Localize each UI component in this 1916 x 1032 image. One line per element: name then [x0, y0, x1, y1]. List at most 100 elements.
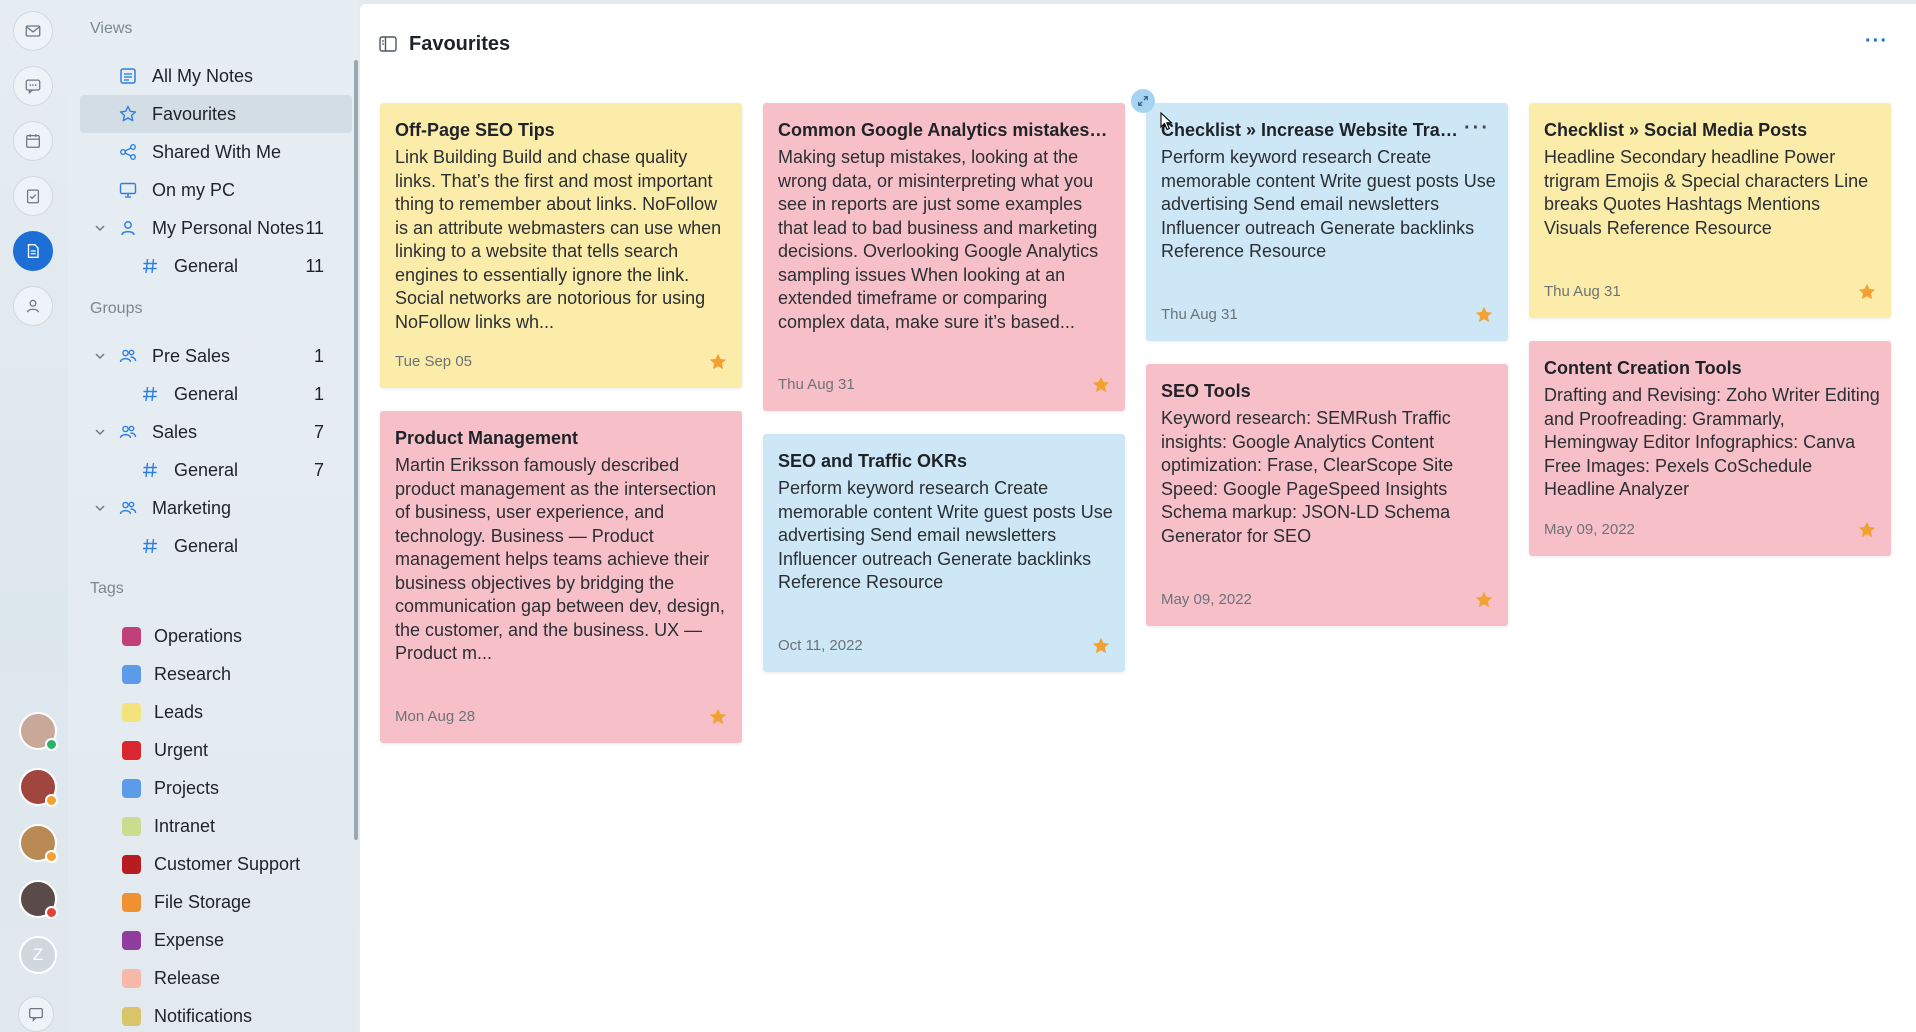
group-icon [118, 346, 138, 366]
sidebar-item-favourites[interactable]: Favourites [80, 95, 352, 133]
sidebar-item-tag-release[interactable]: Release [80, 959, 352, 997]
favourite-star-icon[interactable] [1474, 305, 1494, 325]
avatar[interactable] [19, 768, 58, 807]
item-count: 1 [313, 383, 324, 404]
views-section-label: Views [90, 20, 133, 37]
sidebar-item-tag-urgent[interactable]: Urgent [80, 731, 352, 769]
note-title: Product Management [395, 428, 579, 448]
chevron-down-icon[interactable] [94, 350, 106, 362]
note-card[interactable]: Content Creation Tools Drafting and Revis… [1529, 341, 1891, 556]
sidebar-item-on-my-pc[interactable]: On my PC [80, 171, 352, 209]
chat-icon[interactable] [13, 66, 53, 106]
item-count: 7 [313, 421, 324, 442]
sidebar-item-personal-general[interactable]: General 11 [80, 247, 352, 285]
mouse-cursor-icon [1160, 112, 1173, 131]
sidebar-item-pre-sales-general[interactable]: General 1 [80, 375, 352, 413]
sidebar-item-tag-operations[interactable]: Operations [80, 617, 352, 655]
sidebar-item-tag-customer-support[interactable]: Customer Support [80, 845, 352, 883]
note-more-button[interactable]: ··· [1464, 117, 1490, 139]
note-title: Checklist » Social Media Posts [1544, 120, 1808, 140]
note-preview: Drafting and Revising: Zoho Writer Editi… [1544, 385, 1880, 499]
more-options-button[interactable]: ··· [1865, 30, 1888, 52]
note-card[interactable]: Checklist » Increase Website Traffic Perf… [1146, 103, 1508, 341]
favourite-star-icon[interactable] [1857, 282, 1877, 302]
navigation-panel: Views All My Notes Favourites Shared Wit… [68, 0, 358, 1032]
sidebar-item-all-my-notes[interactable]: All My Notes [80, 57, 352, 95]
sidebar-item-tag-file-storage[interactable]: File Storage [80, 883, 352, 921]
sidebar-item-shared-with-me[interactable]: Shared With Me [80, 133, 352, 171]
sidebar-item-label: Sales [152, 421, 198, 442]
note-preview: Keyword research: SEMRush Traffic insigh… [1161, 408, 1454, 546]
favourite-star-icon[interactable] [1091, 636, 1111, 656]
favourite-star-icon[interactable] [1091, 375, 1111, 395]
avatar-letter: Z [32, 945, 44, 964]
sidebar-scrollbar[interactable] [354, 60, 358, 840]
mail-icon[interactable] [13, 11, 53, 51]
groups-section-label: Groups [90, 300, 143, 317]
app-rail: Z [0, 0, 68, 1032]
feedback-icon[interactable] [18, 996, 54, 1032]
group-icon [118, 498, 138, 518]
note-card[interactable]: Checklist » Social Media Posts Headline S… [1529, 103, 1891, 318]
hashtag-icon [140, 256, 160, 276]
note-title: Off-Page SEO Tips [395, 120, 555, 140]
avatar[interactable]: Z [19, 936, 57, 974]
note-card[interactable]: SEO and Traffic OKRs Perform keyword rese… [763, 434, 1125, 672]
sidebar-item-tag-expense[interactable]: Expense [80, 921, 352, 959]
item-count: 7 [313, 459, 324, 480]
sidebar-item-pre-sales[interactable]: Pre Sales 1 [80, 337, 352, 375]
favourite-star-icon[interactable] [708, 352, 728, 372]
avatar[interactable] [19, 824, 58, 863]
sidebar-item-sales[interactable]: Sales 7 [80, 413, 352, 451]
hashtag-icon [140, 384, 160, 404]
tag-color-icon [122, 968, 141, 988]
sidebar-item-label: Operations [154, 625, 243, 646]
tasks-icon[interactable] [13, 176, 53, 216]
note-card[interactable]: Off-Page SEO Tips Link Building Build and… [380, 103, 742, 388]
note-preview: Headline Secondary headline Power trigra… [1544, 147, 1869, 238]
note-date: Oct 11, 2022 [778, 637, 863, 654]
sidebar-item-tag-research[interactable]: Research [80, 655, 352, 693]
chevron-down-icon[interactable] [94, 502, 106, 514]
avatar[interactable] [19, 880, 58, 919]
sidebar-item-label: Urgent [154, 739, 209, 760]
sidebar-item-tag-leads[interactable]: Leads [80, 693, 352, 731]
sidebar-item-label: Customer Support [154, 853, 301, 874]
note-date: Mon Aug 28 [395, 708, 476, 725]
tag-color-icon [122, 664, 141, 684]
sidebar-item-label: Shared With Me [152, 141, 282, 162]
favourite-star-icon[interactable] [1857, 520, 1877, 540]
sidebar-item-label: Notifications [154, 1005, 253, 1026]
sidebar-item-marketing[interactable]: Marketing [80, 489, 352, 527]
note-card[interactable]: SEO Tools Keyword research: SEMRush Traff… [1146, 364, 1508, 626]
busy-status-icon [45, 906, 58, 919]
user-icon [118, 218, 138, 238]
note-card[interactable]: Common Google Analytics mistakes to... Ma… [763, 103, 1125, 411]
tag-color-icon [122, 816, 141, 836]
star-outline-icon [118, 104, 138, 124]
contacts-icon[interactable] [13, 286, 53, 326]
chevron-down-icon[interactable] [94, 426, 106, 438]
expand-icon[interactable] [1131, 89, 1155, 113]
sidebar-item-marketing-general[interactable]: General [80, 527, 352, 565]
favourite-star-icon[interactable] [1474, 590, 1494, 610]
sidebar-item-tag-intranet[interactable]: Intranet [80, 807, 352, 845]
calendar-icon[interactable] [13, 121, 53, 161]
note-title: SEO Tools [1161, 381, 1251, 401]
share-icon [118, 142, 138, 162]
avatar[interactable] [19, 712, 58, 751]
chevron-down-icon[interactable] [94, 222, 106, 234]
tag-color-icon [122, 1006, 141, 1026]
sidebar-item-tag-notifications[interactable]: Notifications [80, 997, 352, 1032]
sidebar-item-sales-general[interactable]: General 7 [80, 451, 352, 489]
favourite-star-icon[interactable] [708, 707, 728, 727]
note-title: SEO and Traffic OKRs [778, 451, 968, 471]
sidebar-item-my-personal-notes[interactable]: My Personal Notes 11 [80, 209, 352, 247]
sidebar-item-label: General [174, 459, 239, 480]
sidebar-toggle-icon[interactable] [378, 34, 398, 54]
note-card[interactable]: Product Management Martin Eriksson famous… [380, 411, 742, 743]
tag-color-icon [122, 702, 141, 722]
sidebar-item-label: Expense [154, 929, 225, 950]
sidebar-item-tag-projects[interactable]: Projects [80, 769, 352, 807]
notes-icon[interactable] [13, 231, 53, 271]
